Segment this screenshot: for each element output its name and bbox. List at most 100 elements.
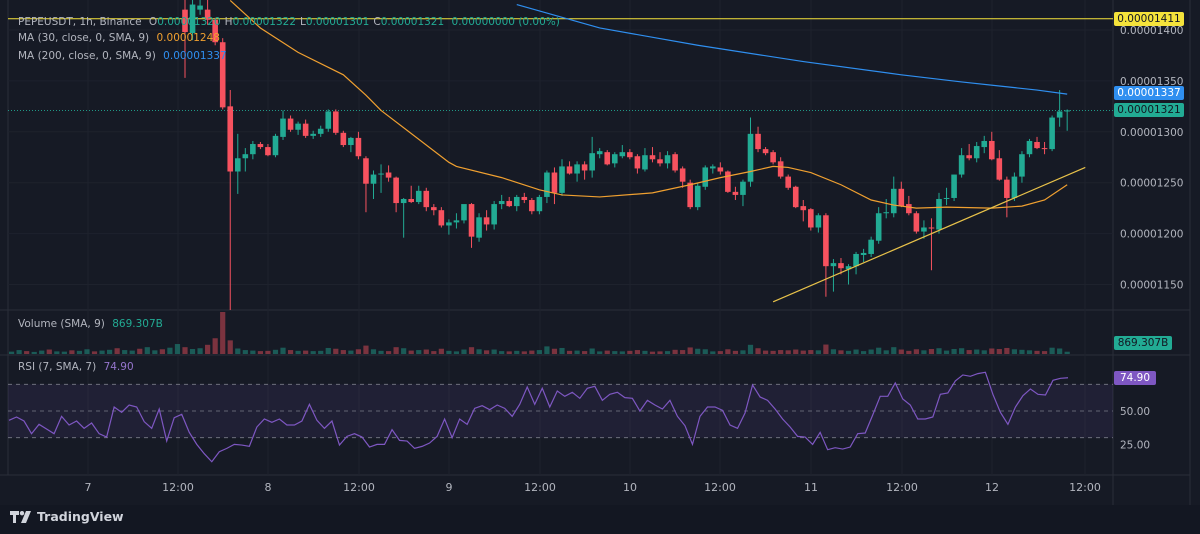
volume-bar: [566, 350, 573, 354]
brand-name: TradingView: [37, 509, 124, 524]
volume-bar: [189, 349, 196, 354]
candle-body: [672, 154, 678, 171]
ma30-legend[interactable]: MA (30, close, 0, SMA, 9) 0.00001248: [18, 32, 220, 44]
volume-bar: [936, 348, 942, 354]
volume-bar: [499, 351, 505, 354]
volume-bar: [54, 351, 60, 354]
volume-bar: [868, 349, 874, 354]
candle-body: [363, 158, 369, 184]
volume-bar: [943, 350, 950, 354]
candle-body: [212, 19, 218, 43]
ohlc-l: L0.00001301: [300, 16, 370, 28]
volume-bar: [39, 350, 45, 354]
volume-legend[interactable]: Volume (SMA, 9) 869.307B: [18, 318, 163, 330]
volume-bar: [582, 351, 588, 354]
candle-body: [204, 9, 211, 20]
volume-bar: [69, 350, 75, 354]
candle-body: [890, 188, 897, 214]
candle-body: [777, 161, 784, 177]
change-value: 0.00000000 (0.00%): [451, 16, 560, 28]
volume-bar: [876, 347, 882, 354]
time-axis-label: 12:00: [1069, 481, 1101, 494]
volume-bar: [906, 350, 912, 354]
candle-body: [898, 188, 905, 207]
candle-body: [596, 151, 603, 155]
candle-body: [219, 42, 226, 108]
volume-bar: [393, 347, 399, 354]
candle-body: [385, 172, 392, 178]
candle-body: [913, 213, 920, 232]
candle-body: [310, 133, 316, 136]
candle-body: [280, 118, 286, 137]
volume-bar: [981, 350, 987, 354]
tradingview-logo[interactable]: TradingView: [10, 509, 124, 524]
time-axis-label: 12:00: [886, 481, 918, 494]
candle-body: [1041, 148, 1048, 150]
candle-body: [664, 155, 671, 164]
chart-svg[interactable]: 7 12:00 8 12:00 9 12:00 10 12:00 11 12:00 12 12:00 0…: [0, 0, 1200, 505]
ma30-label: MA (30, close, 0, SMA, 9): [18, 32, 150, 44]
volume-bar: [695, 348, 701, 354]
candle-body: [302, 123, 309, 136]
time-axis-label: 9: [446, 481, 453, 494]
ma200-line: [516, 3, 1068, 95]
volume-bar: [401, 348, 407, 354]
volume-bar: [732, 350, 739, 354]
candle-body: [973, 146, 980, 159]
volume-bar: [808, 350, 814, 354]
candle-body: [853, 253, 859, 267]
volume-bar: [559, 347, 565, 354]
candle-body: [393, 177, 399, 204]
alert-price-label[interactable]: 0.00001411: [1114, 12, 1184, 26]
candle-body: [860, 252, 867, 255]
candle-body: [981, 140, 988, 148]
ohlc-h: H0.00001322: [224, 16, 297, 28]
footer: [0, 505, 1200, 534]
volume-bar: [506, 351, 512, 354]
price-axis-label: 0.00001350: [1120, 76, 1183, 88]
candle-body: [966, 155, 972, 159]
ma200-legend[interactable]: MA (200, close, 0, SMA, 9) 0.00001337: [18, 50, 227, 62]
candle-body: [845, 266, 852, 270]
volume-bar: [959, 348, 965, 354]
candle-body: [423, 190, 430, 208]
time-axis-label: 7: [85, 481, 92, 494]
candle-body: [785, 176, 791, 188]
volume-bar: [8, 351, 15, 354]
candle-body: [400, 198, 407, 204]
volume-bar: [197, 348, 203, 354]
volume-bar: [627, 350, 633, 354]
volume-bar: [385, 351, 392, 354]
volume-bar: [1041, 351, 1048, 354]
volume-bar: [99, 350, 105, 354]
volume-bar: [325, 347, 331, 354]
volume-bar: [536, 350, 542, 354]
volume-bar: [755, 348, 761, 354]
volume-bar: [31, 351, 37, 354]
time-axis-label: 12: [985, 481, 999, 494]
volume-bar: [1004, 347, 1010, 354]
candle-body: [808, 209, 814, 228]
candle-body: [740, 181, 746, 195]
volume-bar: [823, 344, 829, 354]
candle-body: [348, 137, 354, 146]
candle-body: [642, 155, 648, 170]
rsi-legend[interactable]: RSI (7, SMA, 7) 74.90: [18, 361, 134, 373]
volume-bar: [378, 350, 384, 354]
time-axis-label: 12:00: [704, 481, 736, 494]
volume-bar: [989, 348, 995, 354]
candle-body: [702, 167, 709, 187]
volume-bar: [220, 312, 226, 354]
candle-body: [657, 159, 663, 164]
candle-body: [566, 166, 573, 174]
candle-body: [257, 144, 264, 148]
volume-bar: [672, 349, 678, 354]
candle-body: [883, 212, 890, 214]
volume-bar: [762, 350, 769, 354]
volume-bar: [1019, 349, 1025, 354]
candle-body: [732, 191, 739, 195]
volume-bar: [785, 350, 791, 354]
ma200-price-label: 0.00001337: [1114, 86, 1184, 100]
chart-canvas[interactable]: 7 12:00 8 12:00 9 12:00 10 12:00 11 12:00 12 12:00 0…: [0, 0, 1200, 505]
volume-bar: [370, 349, 377, 354]
